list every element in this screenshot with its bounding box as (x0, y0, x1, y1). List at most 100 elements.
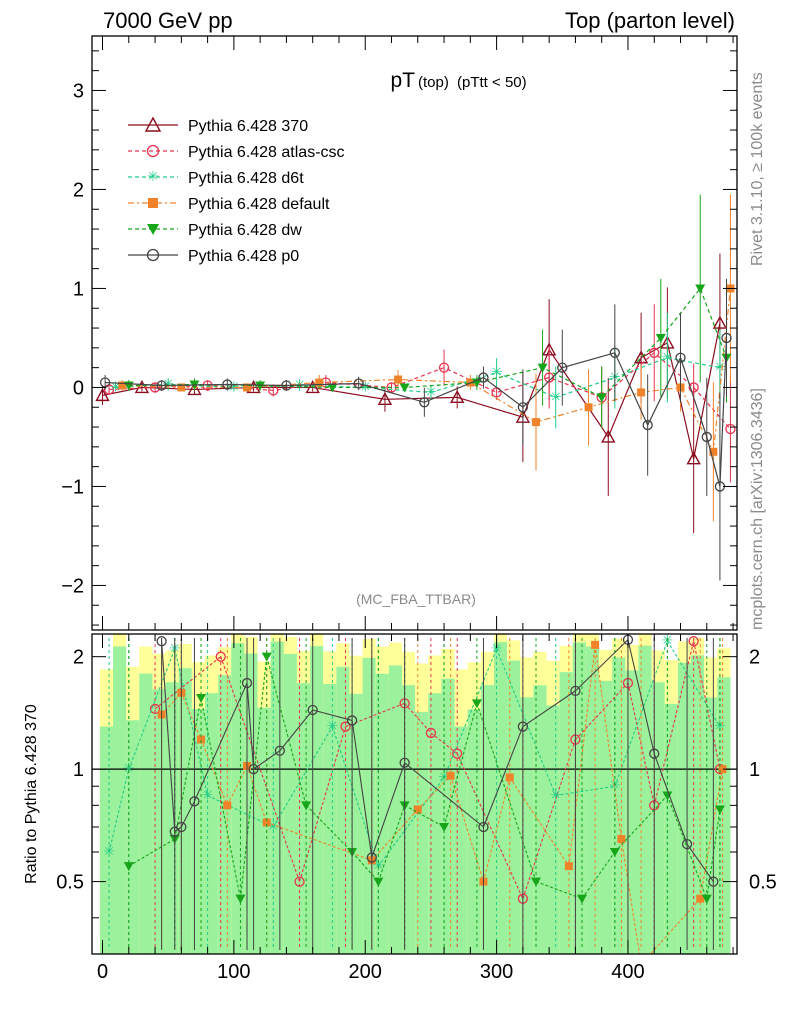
band-green (677, 662, 692, 954)
data-point (701, 431, 712, 443)
ratio-point (708, 876, 719, 887)
ratio-segment (482, 726, 524, 828)
band-green (231, 643, 245, 954)
data-point (305, 379, 320, 394)
ratio-segment (180, 692, 202, 740)
y-tick-label: 1 (73, 278, 84, 300)
mcplots-credit-text: mcplots.cern.ch [arXiv:1306.3436] (749, 388, 766, 630)
ratio-segment (575, 639, 629, 692)
data-point: ✳ (359, 379, 371, 395)
data-point (419, 397, 430, 408)
band-green (559, 672, 573, 954)
data-point (517, 402, 529, 413)
ratio-segment (253, 750, 281, 770)
band-green (520, 697, 534, 954)
ratio-segment (351, 851, 379, 882)
ratio-point (149, 703, 161, 715)
band-green (507, 660, 521, 954)
data-point (532, 418, 541, 427)
ratio-segment (154, 656, 222, 710)
ratio-plot-data: ✳✳✳✳✳✳✳✳✳✳✳✳✳ (103, 634, 727, 954)
ratio-point (439, 823, 450, 833)
ratio-segment (161, 641, 176, 832)
band-green (546, 705, 560, 954)
data-point (243, 383, 252, 392)
ratio-segment (371, 762, 406, 858)
data-point (281, 380, 292, 391)
band-green (402, 685, 416, 954)
ratio-segment (620, 838, 641, 954)
data-point (642, 419, 653, 431)
ratio-point (517, 721, 529, 732)
legend-item: ✳ Pythia 6.428 d6t (128, 169, 304, 187)
header-right: Top (parton level) (565, 8, 735, 33)
ratio-point (123, 862, 134, 872)
ratio-segment (575, 682, 629, 740)
band-green (612, 657, 626, 954)
legend-label: Pythia 6.428 dw (188, 222, 302, 239)
ratio-point (274, 745, 286, 756)
series-line (122, 288, 732, 454)
data-point (686, 451, 701, 465)
ratio-point: ✳ (714, 719, 726, 735)
ratio-segment (128, 648, 176, 770)
data-point (655, 333, 666, 343)
band-green (126, 720, 140, 954)
ratio-segment (174, 826, 182, 833)
data-point (478, 372, 489, 383)
band-green (493, 642, 508, 954)
band-green (467, 709, 481, 954)
ratio-segment (200, 697, 241, 899)
plot-title-sub: (top) (pTtt < 50) (418, 74, 527, 91)
band-green (178, 668, 192, 954)
data-point (222, 379, 233, 390)
band-green (585, 646, 600, 954)
ratio-point (701, 894, 712, 904)
x-tick-label: 0 (97, 961, 108, 983)
legend-item: Pythia 6.428 dw (128, 222, 302, 239)
legend: Pythia 6.428 370 Pythia 6.428 atlas-csc ✳ P… (128, 116, 345, 265)
legend-label: Pythia 6.428 d6t (188, 170, 304, 187)
ratio-segment (456, 753, 524, 899)
ratio-point (714, 805, 725, 815)
ratio-segment (128, 838, 176, 867)
ratio-point (307, 704, 318, 716)
uncertainty-bands (92, 634, 737, 954)
data-point: ✳ (491, 365, 503, 381)
ratio-segment (266, 656, 307, 806)
legend-marker (144, 116, 162, 132)
ratio-segment (666, 640, 721, 727)
data-point (438, 362, 450, 373)
plot-title: pT (390, 69, 415, 92)
y-tick-label: −2 (61, 575, 84, 597)
ratio-segment (266, 821, 372, 861)
band-green (204, 693, 219, 954)
ratio-segment (653, 753, 688, 845)
ratio-point (649, 748, 660, 759)
rivet-version-text: Rivet 3.1.10, ≥ 100k events (749, 72, 766, 266)
band-green (717, 677, 731, 954)
ratio-point (718, 765, 727, 774)
data-point (353, 378, 364, 389)
y-tick-label: 0 (73, 377, 84, 399)
ratio-point (399, 757, 410, 768)
ratio-segment (377, 777, 445, 867)
ratio-segment (299, 726, 347, 882)
ratio-y-tick-label: 0.5 (56, 872, 84, 894)
data-point (118, 381, 127, 390)
ratio-point (248, 763, 259, 775)
band-green (270, 641, 284, 954)
ratio-segment (535, 881, 583, 900)
ratio-segment (371, 809, 419, 861)
data-point: ✳ (228, 379, 240, 395)
ratio-segment (627, 639, 655, 754)
data-point (637, 388, 646, 397)
data-point (537, 363, 548, 373)
ratio-segment (174, 697, 202, 840)
ratio-segment (174, 648, 209, 796)
band-green (349, 693, 363, 954)
legend-label: Pythia 6.428 370 (188, 118, 308, 135)
data-point (609, 347, 620, 358)
ratio-segment (581, 851, 616, 900)
